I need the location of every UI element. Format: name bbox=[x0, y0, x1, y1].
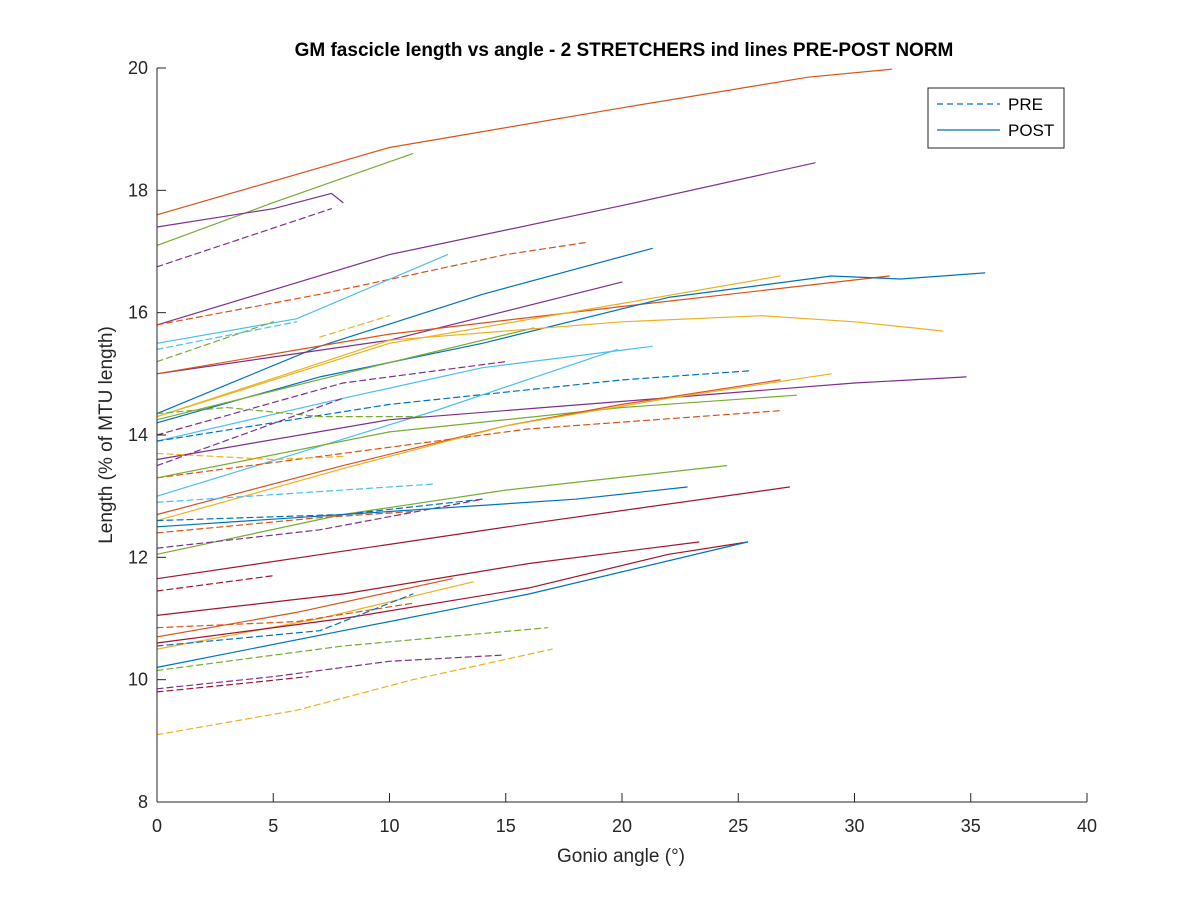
x-tick-label: 25 bbox=[728, 816, 748, 836]
series-line-pre-5 bbox=[156, 241, 588, 326]
chart-title: GM fascicle length vs angle - 2 STRETCHE… bbox=[295, 40, 954, 61]
series-line-pre-46 bbox=[156, 676, 309, 693]
series-line-pre-47 bbox=[156, 648, 553, 736]
x-tick-label: 35 bbox=[961, 816, 981, 836]
series-line-pre-19 bbox=[156, 361, 507, 436]
series-line-post-41 bbox=[156, 541, 749, 668]
series-line-post-8 bbox=[156, 281, 623, 375]
series-line-pre-24 bbox=[156, 406, 425, 418]
y-tick-label: 18 bbox=[128, 180, 148, 200]
series-line-post-7 bbox=[156, 254, 449, 344]
y-tick-label: 10 bbox=[128, 670, 148, 690]
x-axis-label: Gonio angle (°) bbox=[557, 846, 685, 867]
series-line-pre-42 bbox=[156, 602, 414, 629]
series-line-pre-18 bbox=[156, 370, 751, 442]
x-tick-label: 15 bbox=[496, 816, 516, 836]
series-line-post-6 bbox=[156, 247, 653, 415]
legend-label-pre: PRE bbox=[1008, 95, 1043, 114]
series-lines bbox=[156, 68, 986, 736]
series-line-post-38 bbox=[156, 578, 453, 638]
series-line-pre-22 bbox=[156, 409, 783, 479]
series-line-pre-25 bbox=[156, 452, 344, 461]
x-tick-label: 30 bbox=[844, 816, 864, 836]
series-line-pre-16 bbox=[156, 321, 298, 350]
legend: PRE POST bbox=[927, 87, 1065, 149]
series-line-post-23 bbox=[156, 394, 797, 479]
series-line-post-36 bbox=[156, 541, 700, 616]
x-tick-label: 10 bbox=[379, 816, 399, 836]
series-line-pre-43 bbox=[156, 593, 414, 647]
series-line-pre-26 bbox=[156, 397, 344, 467]
series-line-post-33 bbox=[156, 486, 688, 528]
y-axis-label: Length (% of MTU length) bbox=[96, 326, 117, 544]
series-line-post-12 bbox=[156, 327, 535, 421]
series-line-post-14 bbox=[156, 345, 653, 442]
legend-box bbox=[927, 87, 1065, 149]
series-line-pre-45 bbox=[156, 654, 502, 690]
series-line-post-40 bbox=[156, 541, 749, 644]
series-line-post-2 bbox=[156, 192, 344, 228]
y-tick-label: 20 bbox=[128, 58, 148, 78]
series-line-pre-3 bbox=[156, 208, 332, 268]
y-tick-label: 12 bbox=[128, 547, 148, 567]
series-line-post-1 bbox=[156, 153, 414, 246]
series-line-pre-17 bbox=[319, 315, 391, 338]
series-line-pre-37 bbox=[156, 575, 274, 592]
series-line-post-35 bbox=[156, 486, 790, 580]
series-line-post-30 bbox=[156, 465, 728, 555]
series-line-pre-15 bbox=[156, 321, 274, 363]
series-line-pre-44 bbox=[156, 627, 549, 672]
series-line-post-0 bbox=[156, 68, 893, 216]
x-tick-label: 5 bbox=[268, 816, 278, 836]
series-line-post-21 bbox=[156, 376, 967, 461]
series-line-post-28 bbox=[156, 373, 832, 522]
series-line-post-11 bbox=[156, 275, 781, 418]
series-line-post-20 bbox=[156, 348, 618, 497]
x-tick-label: 20 bbox=[612, 816, 632, 836]
axes: 0 5 10 15 20 25 30 35 40 8 10 12 14 16 18 20 bbox=[128, 58, 1097, 836]
x-tick-label: 40 bbox=[1077, 816, 1097, 836]
series-line-post-13 bbox=[156, 315, 944, 418]
y-tick-label: 16 bbox=[128, 303, 148, 323]
series-line-post-10 bbox=[156, 272, 986, 424]
x-tick-label: 0 bbox=[152, 816, 162, 836]
y-tick-label: 14 bbox=[128, 425, 148, 445]
series-line-post-4 bbox=[156, 162, 816, 326]
series-line-post-9 bbox=[156, 275, 890, 375]
series-line-pre-34 bbox=[156, 510, 414, 534]
y-tick-label: 8 bbox=[138, 792, 148, 812]
series-line-pre-29 bbox=[156, 483, 437, 503]
legend-label-post: POST bbox=[1008, 121, 1054, 140]
